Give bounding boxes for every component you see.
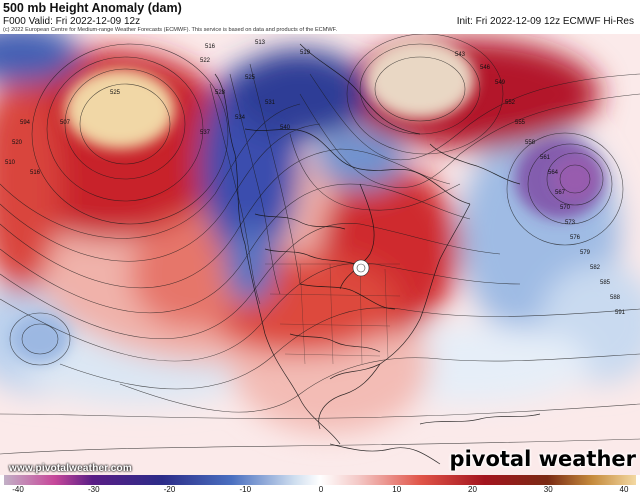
contour-label: 582 <box>590 265 601 271</box>
colorbar-tick-label: -30 <box>87 485 100 494</box>
website-label: www.pivotalweather.com <box>9 463 132 474</box>
contour-label: 528 <box>215 90 226 96</box>
colorbar-tick-label: 30 <box>543 485 553 494</box>
contour-label: 516 <box>205 44 216 50</box>
state-borders <box>265 263 401 365</box>
contour-label: 516 <box>30 170 41 176</box>
contour-label: 540 <box>280 125 291 131</box>
colorbar-tick-label: 10 <box>392 485 402 494</box>
contour-label: 525 <box>245 75 256 81</box>
contour-label: 576 <box>570 235 581 241</box>
contour-label: 520 <box>12 140 23 146</box>
contour-label: 510 <box>5 160 16 166</box>
header: 500 mb Height Anomaly (dam) F000 Valid: … <box>0 0 640 36</box>
colorbar-strip <box>4 475 636 485</box>
contour-label: 507 <box>60 120 71 126</box>
contour-label: 555 <box>515 120 526 126</box>
anomaly-extremes <box>10 39 605 364</box>
contour-label: 561 <box>540 155 551 161</box>
contour-label: 513 <box>255 40 266 46</box>
contour-label: 567 <box>555 190 566 196</box>
contour-label: 549 <box>495 80 506 86</box>
colorbar-tick-label: -10 <box>239 485 252 494</box>
colorbar-tick-label: -20 <box>163 485 176 494</box>
valid-time: F000 Valid: Fri 2022-12-09 12z <box>3 16 141 27</box>
contour-label: 570 <box>560 205 571 211</box>
contour-label: 579 <box>580 250 591 256</box>
low-center-marker <box>352 259 370 277</box>
contour-label: 546 <box>480 65 491 71</box>
colorbar-tick-label: 40 <box>619 485 629 494</box>
anomaly-field <box>0 34 640 434</box>
contour-label: 552 <box>505 100 516 106</box>
colorbar-tick-label: -40 <box>12 485 24 494</box>
height-contours <box>0 34 640 455</box>
credit-line: (c) 2022 European Centre for Medium-rang… <box>3 27 338 33</box>
coastlines <box>214 43 541 465</box>
contour-label: 573 <box>565 220 576 226</box>
contour-label: 585 <box>600 280 611 286</box>
contour-label: 531 <box>265 100 276 106</box>
contour-label: 591 <box>615 310 626 316</box>
contour-label: 543 <box>455 52 466 58</box>
contour-label: 558 <box>525 140 536 146</box>
colorbar-tick-label: 0 <box>318 485 324 494</box>
colorbar: -40 -30 -20 -10 0 10 20 30 40 <box>0 475 640 496</box>
brand-logo: pivotal weather <box>449 447 636 471</box>
colorbar-tick-label: 20 <box>468 485 477 494</box>
height-anomaly-map: 516 513 519 522 525 528 531 534 537 540 543 546 549 5… <box>0 34 640 475</box>
init-time: Init: Fri 2022-12-09 12z ECMWF Hi-Res <box>456 16 634 27</box>
low-center-ring <box>356 263 366 273</box>
contour-label: 519 <box>300 50 311 56</box>
map-svg: 516 513 519 522 525 528 531 534 537 540 543 546 549 5… <box>0 34 640 475</box>
contour-label: 522 <box>200 58 211 64</box>
contour-label: 525 <box>110 90 121 96</box>
contour-label: 594 <box>20 120 31 126</box>
contour-label-group: 516 513 519 522 525 528 531 534 537 540 543 546 549 5… <box>5 40 626 316</box>
map-title: 500 mb Height Anomaly (dam) <box>3 1 182 15</box>
contour-label: 588 <box>610 295 621 301</box>
contour-label: 537 <box>200 130 211 136</box>
contour-label: 534 <box>235 115 246 121</box>
contour-label: 564 <box>548 170 559 176</box>
